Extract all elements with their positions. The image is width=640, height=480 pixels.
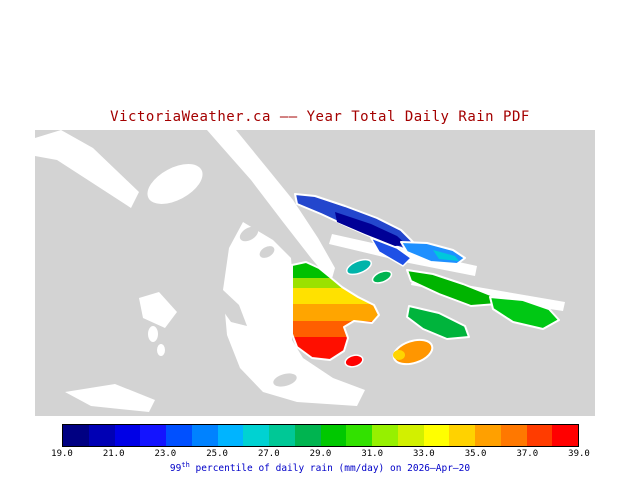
contour-band [292, 304, 379, 321]
land-islets [221, 226, 297, 387]
island-navy-core [335, 212, 407, 246]
islet-red [344, 354, 364, 368]
rain-map [35, 130, 595, 416]
colorbar-segment [243, 425, 269, 446]
colorbar-segment [397, 425, 424, 446]
colorbar-tick-label: 21.0 [102, 449, 125, 459]
page-title: VictoriaWeather.ca –– Year Total Daily R… [110, 109, 530, 125]
land-islet [239, 226, 259, 242]
water-lake [147, 164, 203, 204]
colorbar-tick-label: 31.0 [361, 449, 384, 459]
colorbar-tick-label: 29.0 [309, 449, 332, 459]
colorbar-segment [500, 425, 527, 446]
water-small-lake-1 [148, 326, 158, 342]
colorbar-segment [552, 425, 578, 446]
caption: 99th percentile of daily rain (mm/day) o… [0, 461, 640, 474]
caption-number: 99 [169, 463, 182, 475]
colorbar-segment [217, 425, 244, 446]
colorbar-tick-label: 23.0 [154, 449, 177, 459]
colorbar-tick-label: 25.0 [206, 449, 228, 459]
island-green-south [406, 305, 470, 340]
colorbar-segment [294, 425, 321, 446]
water-main-channel [207, 130, 335, 282]
colorbar-segment [166, 425, 192, 446]
caption-text: percentile of daily rain (mm/day) on 202… [189, 463, 471, 475]
colorbar-tick-label: 39.0 [568, 449, 590, 459]
colorbar-segment [423, 425, 450, 446]
water-inlet-west [139, 292, 177, 328]
colorbar-segment [88, 425, 115, 446]
colorbar-tick-label: 33.0 [413, 449, 435, 459]
colorbar-segment [269, 425, 295, 446]
peninsula-outline [291, 261, 380, 361]
colorbar-tick-label: 37.0 [516, 449, 539, 459]
land-finger [221, 290, 247, 326]
colorbar: 19.0 21.0 23.0 25.0 27.0 29.0 31.0 33.0 35.0 37.0… [51, 424, 590, 460]
water-bodies [35, 130, 565, 412]
land-islet [273, 373, 297, 387]
colorbar-segment [114, 425, 141, 446]
islet-orange-tip [393, 350, 405, 360]
colorbar-segment [346, 425, 372, 446]
island-navy-tail [370, 237, 412, 267]
colorbar-tick-label: 27.0 [257, 449, 280, 459]
colorbar-segment [140, 425, 166, 446]
data-islands [291, 193, 560, 368]
island-green-east [489, 296, 560, 330]
water-central-basin [223, 222, 365, 406]
colorbar-segment [372, 425, 398, 446]
colorbar-tick-label: 19.0 [51, 449, 73, 459]
colorbar-segment [449, 425, 475, 446]
colorbar-segment [475, 425, 501, 446]
colorbar-tick-label: 35.0 [464, 449, 487, 459]
colorbar-segment [526, 425, 553, 446]
caption-ordinal: th [181, 461, 190, 469]
island-blue-cyan-patch [433, 250, 459, 261]
contour-band [292, 278, 379, 288]
colorbar-gradient [62, 424, 579, 447]
water-inlet-south [65, 384, 155, 412]
water-topleft-strait [35, 130, 139, 208]
land-islet [259, 246, 275, 258]
colorbar-ticks: 19.0 21.0 23.0 25.0 27.0 29.0 31.0 33.0 35.0 37.0… [51, 449, 590, 460]
water-small-lake-2 [157, 344, 165, 356]
colorbar-segment [191, 425, 218, 446]
colorbar-segment [63, 425, 89, 446]
islet-teal [345, 258, 373, 276]
islet-green-small [371, 270, 393, 284]
colorbar-segment [320, 425, 347, 446]
